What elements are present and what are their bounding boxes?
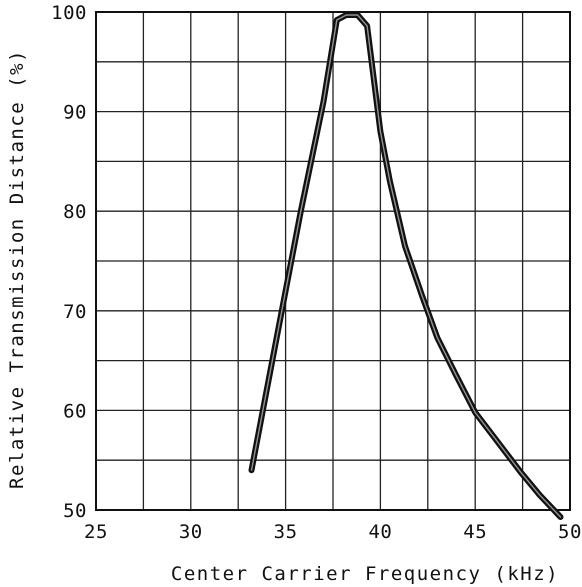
- x-tick-label: 40: [368, 521, 392, 543]
- x-tick-labels: 25 30 35 40 45 50: [84, 521, 582, 543]
- x-tick-label: 50: [558, 521, 582, 543]
- x-tick-label: 35: [274, 521, 298, 543]
- plot-border: [95, 11, 571, 511]
- series-line-highlight: [250, 14, 562, 518]
- y-tick-label: 90: [63, 102, 87, 124]
- plot-frame: [95, 11, 571, 511]
- x-tick-label: 25: [84, 521, 108, 543]
- y-tick-label: 100: [51, 2, 87, 24]
- y-tick-label: 50: [63, 500, 87, 522]
- series-group: [248, 12, 564, 520]
- series-line: [248, 12, 564, 520]
- y-tick-label: 60: [63, 400, 87, 422]
- y-tick-label: 80: [63, 201, 87, 223]
- y-tick-label: 70: [63, 301, 87, 323]
- grid: [96, 12, 570, 510]
- y-tick-labels: 50 60 70 80 90 100: [51, 2, 87, 522]
- x-axis-label: Center Carrier Frequency (kHz): [171, 563, 559, 585]
- y-axis-label: Relative Transmission Distance (%): [6, 49, 28, 489]
- x-tick-label: 30: [179, 521, 203, 543]
- x-tick-label: 45: [463, 521, 487, 543]
